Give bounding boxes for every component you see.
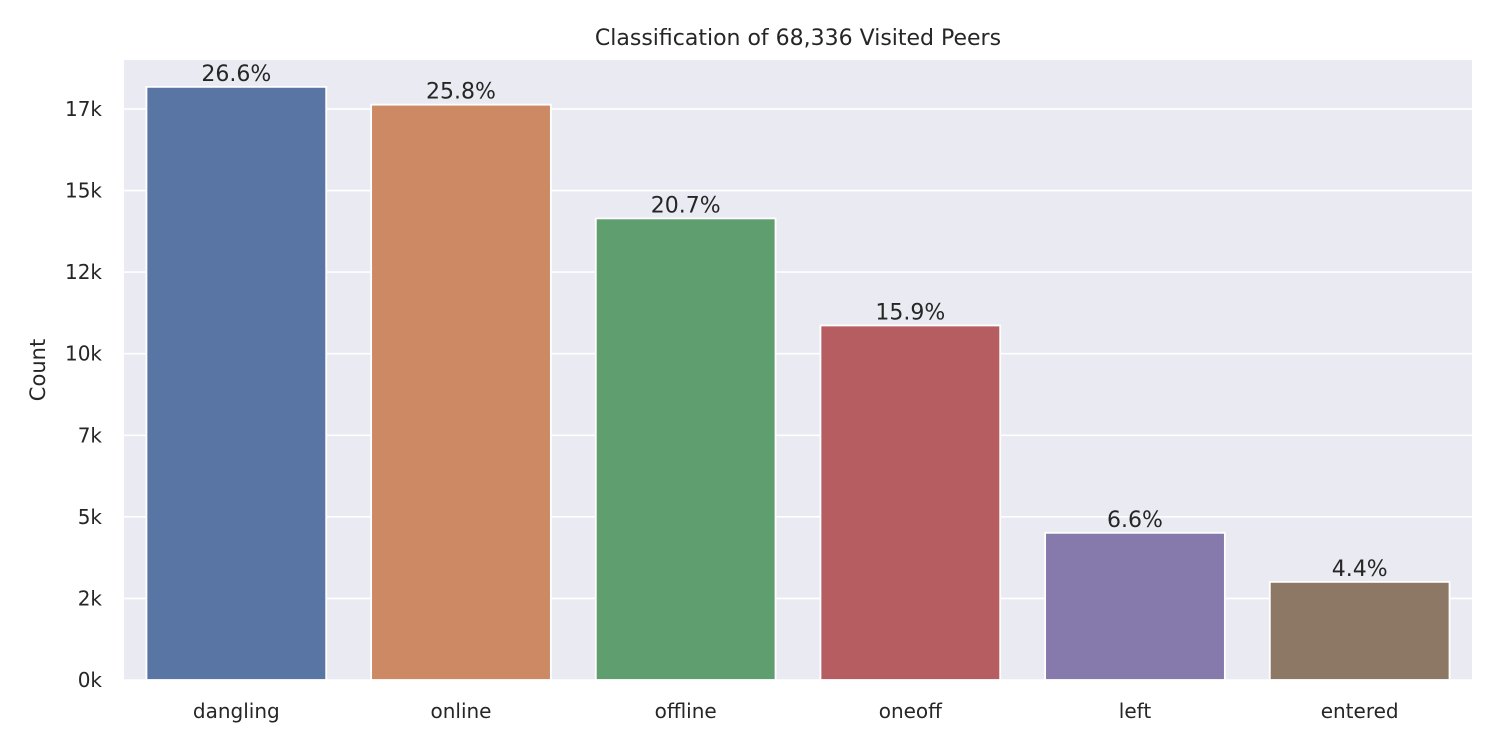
plot-background <box>124 60 1472 680</box>
x-tick-label-online: online <box>430 699 491 723</box>
bar-offline <box>594 217 777 681</box>
y-tick-labels: 0k 2k 5k 7k 10k 12k 15k 17k <box>65 97 102 692</box>
chart-title: Classification of 68,336 Visited Peers <box>595 26 1001 51</box>
y-axis-label: Count <box>26 339 50 401</box>
data-label-offline: 20.7% <box>651 193 721 218</box>
y-tick-label: 0k <box>78 668 103 692</box>
y-tick-label: 5k <box>78 505 103 529</box>
y-tick-label: 17k <box>65 97 102 121</box>
data-label-dangling: 26.6% <box>201 62 271 87</box>
y-tick-label: 2k <box>78 586 103 610</box>
y-tick-label: 7k <box>78 423 103 447</box>
x-tick-label-left: left <box>1119 699 1152 723</box>
data-label-oneoff: 15.9% <box>875 300 945 325</box>
bar-dangling <box>145 85 328 681</box>
bar-online <box>370 103 552 681</box>
data-labels: 26.6% 25.8% 20.7% 15.9% 6.6% 4.4% <box>201 62 1387 582</box>
bar-oneoff <box>819 324 1002 681</box>
gridlines <box>124 108 1472 681</box>
bar-left <box>1044 531 1226 681</box>
y-tick-label: 15k <box>65 179 102 203</box>
x-tick-labels: dangling online offline oneoff left entered <box>193 699 1399 723</box>
x-tick-label-offline: offline <box>655 699 717 723</box>
y-tick-label: 10k <box>65 342 102 366</box>
bars <box>145 85 1451 681</box>
y-tick-label: 12k <box>65 260 102 284</box>
data-label-entered: 4.4% <box>1332 557 1388 582</box>
x-tick-label-dangling: dangling <box>193 699 280 723</box>
x-tick-label-oneoff: oneoff <box>879 699 943 723</box>
bar-entered <box>1268 580 1451 681</box>
data-label-left: 6.6% <box>1107 508 1163 533</box>
x-tick-label-entered: entered <box>1321 699 1399 723</box>
data-label-online: 25.8% <box>426 80 496 105</box>
